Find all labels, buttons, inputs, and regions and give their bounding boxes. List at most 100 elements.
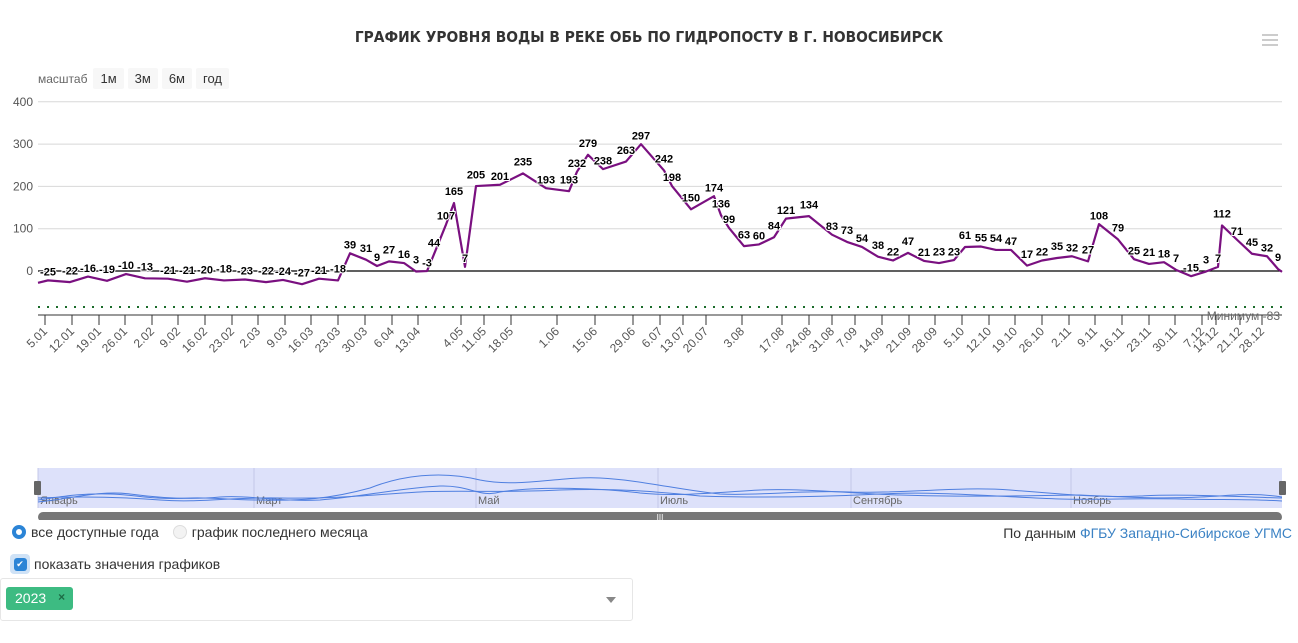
svg-text:31.08: 31.08	[806, 324, 837, 355]
svg-text:25: 25	[1128, 245, 1140, 257]
zoom-6m-button[interactable]: 6м	[161, 68, 192, 89]
show-values-checkbox[interactable]: ✔ показать значения графиков	[10, 554, 220, 574]
series-2023-line[interactable]	[37, 143, 1283, 286]
svg-text:35: 35	[1051, 241, 1063, 253]
chart-plot[interactable]: 0 100 200 300 400 Минимум -83 5.0112.0119.01…	[0, 0, 1298, 520]
svg-text:193: 193	[537, 174, 555, 186]
svg-text:9: 9	[374, 252, 380, 264]
dropdown-caret-icon[interactable]	[606, 597, 616, 603]
svg-text:47: 47	[902, 236, 914, 248]
svg-text:16.03: 16.03	[285, 324, 316, 355]
svg-text:27: 27	[1082, 245, 1094, 257]
svg-text:121: 121	[777, 205, 795, 217]
svg-text:55: 55	[975, 233, 987, 245]
svg-text:-27: -27	[294, 267, 310, 279]
zoom-year-button[interactable]: год	[195, 68, 229, 89]
svg-text:0: 0	[26, 264, 33, 278]
radio-all-years[interactable]: все доступные года	[12, 524, 159, 540]
svg-text:45: 45	[1246, 237, 1258, 249]
svg-text:20.07: 20.07	[680, 324, 711, 355]
svg-text:22: 22	[1036, 247, 1048, 259]
show-values-label: показать значения графиков	[34, 556, 221, 572]
zoom-3m-button[interactable]: 3м	[127, 68, 158, 89]
radio-last-month-control[interactable]	[172, 525, 187, 539]
svg-text:-18: -18	[216, 264, 232, 276]
svg-text:23.11: 23.11	[1124, 324, 1155, 355]
svg-text:-18: -18	[330, 264, 346, 276]
svg-text:193: 193	[560, 174, 578, 186]
radio-all-years-control[interactable]	[12, 525, 26, 539]
svg-text:2.03: 2.03	[237, 324, 264, 351]
svg-text:12.01: 12.01	[46, 324, 77, 355]
svg-text:136: 136	[712, 198, 730, 210]
minimum-plot-line-label: Минимум -83	[1207, 309, 1281, 323]
svg-text:Март: Март	[256, 495, 282, 507]
svg-text:23: 23	[948, 246, 960, 258]
svg-text:1.06: 1.06	[536, 324, 563, 351]
svg-text:60: 60	[753, 231, 765, 243]
svg-text:150: 150	[682, 193, 700, 205]
remove-tag-icon[interactable]: ×	[58, 590, 66, 604]
svg-text:201: 201	[491, 171, 509, 183]
svg-text:165: 165	[445, 186, 463, 198]
check-icon: ✔	[13, 557, 27, 571]
svg-text:16.11: 16.11	[1097, 324, 1128, 355]
svg-text:16: 16	[398, 249, 410, 261]
hamburger-menu-icon[interactable]	[1262, 34, 1278, 48]
svg-text:107: 107	[437, 211, 455, 223]
svg-text:83: 83	[826, 221, 838, 233]
svg-text:13.04: 13.04	[392, 324, 423, 355]
navigator-scrollbar[interactable]	[38, 512, 1282, 520]
svg-text:242: 242	[655, 154, 673, 166]
checkbox-control[interactable]: ✔	[10, 554, 30, 574]
svg-text:7: 7	[1173, 253, 1179, 265]
svg-text:61: 61	[959, 230, 971, 242]
svg-text:205: 205	[467, 169, 485, 181]
svg-text:79: 79	[1112, 223, 1124, 235]
svg-text:23.02: 23.02	[206, 324, 237, 355]
svg-text:17: 17	[1021, 249, 1033, 261]
data-source: По данным ФГБУ Западно-Сибирское УГМС	[1003, 525, 1292, 541]
svg-text:84: 84	[768, 220, 781, 232]
svg-text:Ноябрь: Ноябрь	[1073, 495, 1111, 507]
svg-text:2.11: 2.11	[1048, 324, 1074, 350]
svg-text:9: 9	[1275, 252, 1281, 264]
svg-text:Май: Май	[478, 495, 500, 507]
svg-text:14.09: 14.09	[856, 324, 887, 355]
svg-text:11.05: 11.05	[459, 324, 490, 355]
svg-text:26.10: 26.10	[1016, 324, 1047, 355]
svg-text:235: 235	[514, 157, 532, 169]
radio-last-month[interactable]: график последнего месяца	[172, 524, 368, 540]
svg-text:63: 63	[738, 229, 750, 241]
svg-text:18.05: 18.05	[485, 324, 516, 355]
zoom-1m-button[interactable]: 1м	[93, 68, 124, 89]
svg-text:31: 31	[360, 243, 372, 255]
svg-text:400: 400	[13, 95, 33, 109]
navigator-left-handle[interactable]	[34, 481, 41, 495]
svg-text:99: 99	[723, 214, 735, 226]
svg-text:23: 23	[933, 246, 945, 258]
navigator-right-handle[interactable]	[1279, 481, 1286, 495]
source-link[interactable]: ФГБУ Западно-Сибирское УГМС	[1079, 525, 1292, 541]
svg-text:23.03: 23.03	[312, 324, 343, 355]
range-selector-label: масштаб	[38, 71, 88, 86]
svg-text:22: 22	[887, 247, 899, 259]
svg-text:28.12: 28.12	[1236, 324, 1267, 355]
svg-text:279: 279	[579, 138, 597, 150]
svg-text:7: 7	[1215, 253, 1221, 265]
svg-text:-22: -22	[62, 265, 78, 277]
year-multiselect[interactable]: 2023 ×	[0, 578, 633, 621]
svg-text:-21: -21	[311, 265, 327, 277]
svg-text:-21: -21	[160, 265, 176, 277]
y-axis-labels: 0 100 200 300 400	[13, 95, 33, 278]
svg-text:54: 54	[990, 233, 1003, 245]
scrollbar-grip-icon[interactable]: III	[657, 513, 664, 520]
svg-text:-22: -22	[258, 265, 274, 277]
svg-text:19.01: 19.01	[73, 324, 104, 355]
svg-text:263: 263	[617, 145, 635, 157]
navigator-selection[interactable]	[38, 468, 1282, 508]
data-labels: -25 -22 -16 -19 -10 -13 -21 -21 -20 -18 -23 -22 -24-…	[39, 129, 1282, 280]
source-prefix: По данным	[1003, 525, 1077, 541]
svg-text:47: 47	[1005, 236, 1017, 248]
